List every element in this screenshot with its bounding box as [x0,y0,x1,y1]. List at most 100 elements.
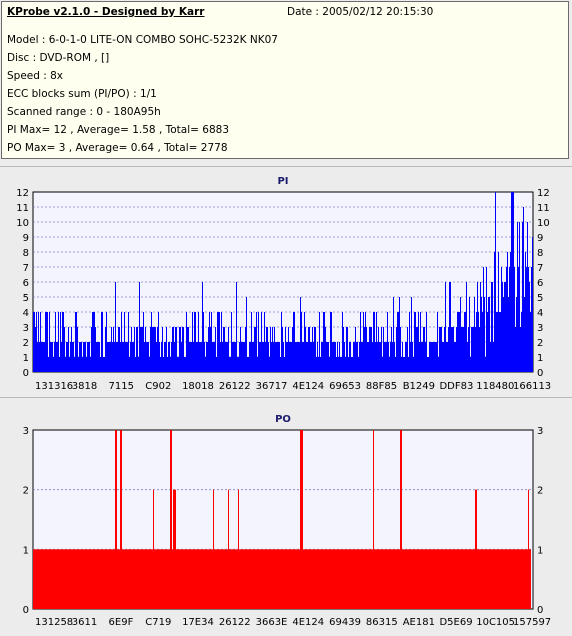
bar [360,549,361,609]
bar [119,549,120,609]
bar [125,342,126,372]
bar [453,327,454,372]
bar [466,549,467,609]
bar [513,192,514,372]
bar [511,549,512,609]
bar [390,342,391,372]
bar [295,549,296,609]
bar [382,357,383,372]
bar [360,312,361,372]
bar [476,312,477,372]
bar [428,357,429,372]
bar [186,549,187,609]
bar [281,312,282,372]
bar [424,327,425,372]
bar [349,549,350,609]
bar [466,282,467,372]
bar [58,312,59,372]
bar [322,342,323,372]
bar [34,312,35,372]
bar [380,342,381,372]
bar [139,549,140,609]
bar [161,342,162,372]
bar [440,327,441,372]
bar [232,342,233,372]
bar [194,312,195,372]
bar [195,312,196,372]
bar [454,549,455,609]
bar [327,342,328,372]
bar [377,342,378,372]
bar [328,549,329,609]
bar [392,342,393,372]
bar [300,430,301,609]
bar [341,357,342,372]
bar [254,327,255,372]
bar [422,549,423,609]
bar [101,549,102,609]
bar [505,549,506,609]
bar [102,312,103,372]
bar [363,312,364,372]
bar [507,252,508,372]
bar [158,549,159,609]
bar [473,549,474,609]
bar [409,312,410,372]
bar [487,312,488,372]
x-tick-label: 131258 [35,617,73,628]
bar [252,342,253,372]
bar [446,549,447,609]
bar [378,549,379,609]
bar [372,549,373,609]
bar [361,549,362,609]
bar [305,549,306,609]
bar [515,327,516,372]
bar [152,327,153,372]
bar [211,549,212,609]
bar [420,312,421,372]
bar [159,342,160,372]
bar [265,342,266,372]
bar [369,327,370,372]
bar [148,342,149,372]
bar [177,357,178,372]
bar [65,549,66,609]
bar [339,342,340,372]
bar [212,342,213,372]
bar [378,327,379,372]
bar [497,549,498,609]
bar [43,549,44,609]
bar [284,549,285,609]
bar [342,549,343,609]
bar [236,549,237,609]
bar [179,549,180,609]
bar [485,357,486,372]
bar [357,549,358,609]
bar [263,549,264,609]
y-tick-label: 1 [23,545,29,556]
bar [136,327,137,372]
bar [131,549,132,609]
bar [374,549,375,609]
bar [186,312,187,372]
bar [450,549,451,609]
bar [77,327,78,372]
bar [471,549,472,609]
bar [332,342,333,372]
bar [470,549,471,609]
bar [370,327,371,372]
bar [520,327,521,372]
bar [394,342,395,372]
bar [117,549,118,609]
bar [421,342,422,372]
bar [46,549,47,609]
bar [358,357,359,372]
bar [146,342,147,372]
bar [114,342,115,372]
bar [151,549,152,609]
bar [55,549,56,609]
bar [83,342,84,372]
bar [522,222,523,372]
bar [517,222,518,372]
bar [276,549,277,609]
